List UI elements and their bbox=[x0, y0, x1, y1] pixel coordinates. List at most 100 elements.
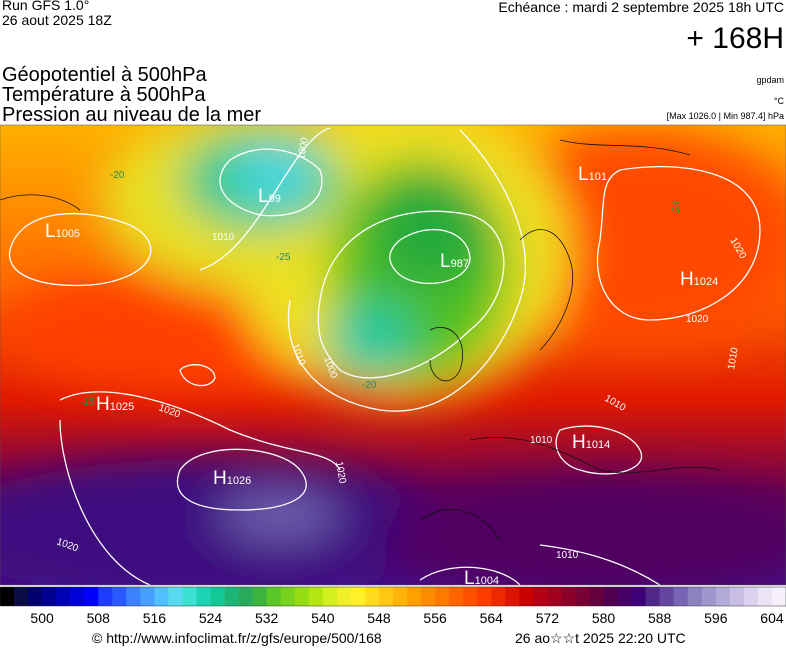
colorbar-swatch bbox=[70, 587, 85, 606]
colorbar-swatch bbox=[477, 587, 492, 606]
center-letter: L bbox=[258, 186, 269, 207]
colorbar-swatch bbox=[266, 587, 282, 606]
colorbar-swatch bbox=[182, 587, 197, 606]
colorbar-swatch bbox=[687, 587, 703, 606]
center-letter: H bbox=[96, 394, 110, 415]
pressure-center: H1026 bbox=[213, 468, 251, 489]
colorbar-tick-label: 572 bbox=[536, 610, 560, 626]
center-letter: L bbox=[578, 164, 589, 185]
colorbar-swatch bbox=[757, 587, 773, 606]
center-letter: H bbox=[680, 269, 694, 290]
colorbar-swatch bbox=[729, 587, 745, 606]
colorbar-swatch bbox=[14, 587, 29, 606]
colorbar-swatch bbox=[533, 587, 548, 606]
colorbar-swatch bbox=[631, 587, 646, 606]
colorbar: 500 508 516 524 532 540 548 556 564 572 580 588 596 6… bbox=[0, 586, 786, 626]
colorbar-tick-label: 564 bbox=[480, 610, 504, 626]
pressure-center: L987 bbox=[440, 251, 469, 272]
colorbar-swatch bbox=[294, 587, 310, 606]
colorbar-swatch bbox=[463, 587, 478, 606]
colorbar-swatch bbox=[308, 587, 324, 606]
unit-label: °C bbox=[774, 96, 785, 106]
colorbar-swatch bbox=[617, 587, 632, 606]
pressure-center: L99 bbox=[258, 186, 281, 207]
field-title: Géopotentiel à 500hPa bbox=[2, 64, 207, 86]
colorbar-swatch bbox=[336, 587, 352, 606]
colorbar-swatch bbox=[659, 587, 675, 606]
colorbar-swatch bbox=[350, 587, 366, 606]
colorbar-swatch bbox=[28, 587, 43, 606]
colorbar-swatch bbox=[603, 587, 618, 606]
center-value: 101 bbox=[589, 171, 607, 183]
center-letter: H bbox=[213, 468, 227, 489]
colorbar-frame bbox=[0, 586, 786, 607]
lead-time: + 168H bbox=[686, 22, 784, 55]
colorbar-swatch bbox=[42, 587, 57, 606]
temperature-label: -25 bbox=[276, 252, 291, 263]
colorbar-swatch bbox=[491, 587, 506, 606]
colorbar-tick-label: 516 bbox=[143, 610, 167, 626]
unit-label: gpdam bbox=[756, 75, 784, 85]
colorbar-swatch bbox=[224, 587, 239, 606]
colorbar-swatch bbox=[743, 587, 759, 606]
colorbar-swatch bbox=[519, 587, 534, 606]
colorbar-swatch bbox=[210, 587, 225, 606]
pressure-centers: L1005 L99 L987 L101 H1024 H1025 H1026 H1… bbox=[45, 164, 718, 589]
center-value: 1026 bbox=[227, 475, 251, 487]
colorbar-swatch bbox=[547, 587, 562, 606]
colorbar-tick-label: 548 bbox=[367, 610, 391, 626]
footer-date: 26 ao☆☆t 2025 22:20 UTC bbox=[515, 630, 686, 646]
center-value: 99 bbox=[269, 193, 281, 205]
colorbar-swatch bbox=[673, 587, 689, 606]
colorbar-tick-label: 556 bbox=[423, 610, 447, 626]
colorbar-tick-label: 588 bbox=[648, 610, 672, 626]
colorbar-swatch bbox=[84, 587, 99, 606]
pressure-center: L1005 bbox=[45, 221, 80, 242]
colorbar-swatch bbox=[0, 587, 15, 606]
isobar-label: 1020 bbox=[686, 314, 709, 325]
pressure-center: H1025 bbox=[96, 394, 134, 415]
isobar-label: 1010 bbox=[726, 346, 741, 370]
center-letter: L bbox=[440, 251, 451, 272]
temperature-label: -20 bbox=[362, 380, 377, 391]
colorbar-swatch bbox=[378, 587, 394, 606]
temperature-labels: -20 -25 -20 -20 -15 bbox=[80, 170, 684, 408]
colorbar-tick-label: 596 bbox=[704, 610, 728, 626]
colorbar-swatch bbox=[561, 587, 576, 606]
isobar-label: 1000 bbox=[296, 136, 311, 160]
center-value: 1025 bbox=[110, 401, 134, 413]
colorbar-swatch bbox=[322, 587, 338, 606]
colorbar-swatch bbox=[112, 587, 127, 606]
center-letter: L bbox=[45, 221, 56, 242]
colorbar-tick-label: 524 bbox=[199, 610, 223, 626]
colorbar-swatch bbox=[56, 587, 71, 606]
temperature-label: -20 bbox=[670, 200, 683, 217]
colorbar-tick-label: 500 bbox=[30, 610, 54, 626]
colorbar-swatch bbox=[238, 587, 253, 606]
map-frame bbox=[0, 124, 786, 586]
colorbar-swatch bbox=[393, 587, 408, 606]
colorbar-swatch bbox=[196, 587, 211, 606]
run-date: 26 aout 2025 18Z bbox=[2, 12, 112, 28]
colorbar-swatch bbox=[645, 587, 660, 606]
footer-source: © http://www.infoclimat.fr/z/gfs/europe/… bbox=[92, 630, 382, 646]
isobar-label: 1020 bbox=[333, 461, 348, 485]
pressure-center: L1004 bbox=[464, 568, 499, 589]
colorbar-tick-label: 580 bbox=[592, 610, 616, 626]
colorbar-swatch bbox=[154, 587, 169, 606]
temperature-label: -15 bbox=[80, 397, 95, 408]
colorbar-swatch bbox=[252, 587, 267, 606]
colorbar-swatch bbox=[435, 587, 450, 606]
center-letter: H bbox=[572, 432, 586, 453]
colorbar-swatch bbox=[575, 587, 590, 606]
field-title: Température à 500hPa bbox=[2, 84, 206, 106]
colorbar-swatch bbox=[771, 587, 786, 606]
colorbar-swatch bbox=[407, 587, 422, 606]
colorbar-tick-label: 508 bbox=[87, 610, 111, 626]
pressure-center: H1024 bbox=[680, 269, 718, 290]
colorbar-tick-label: 532 bbox=[255, 610, 279, 626]
colorbar-swatch bbox=[505, 587, 520, 606]
colorbar-swatch bbox=[98, 587, 113, 606]
